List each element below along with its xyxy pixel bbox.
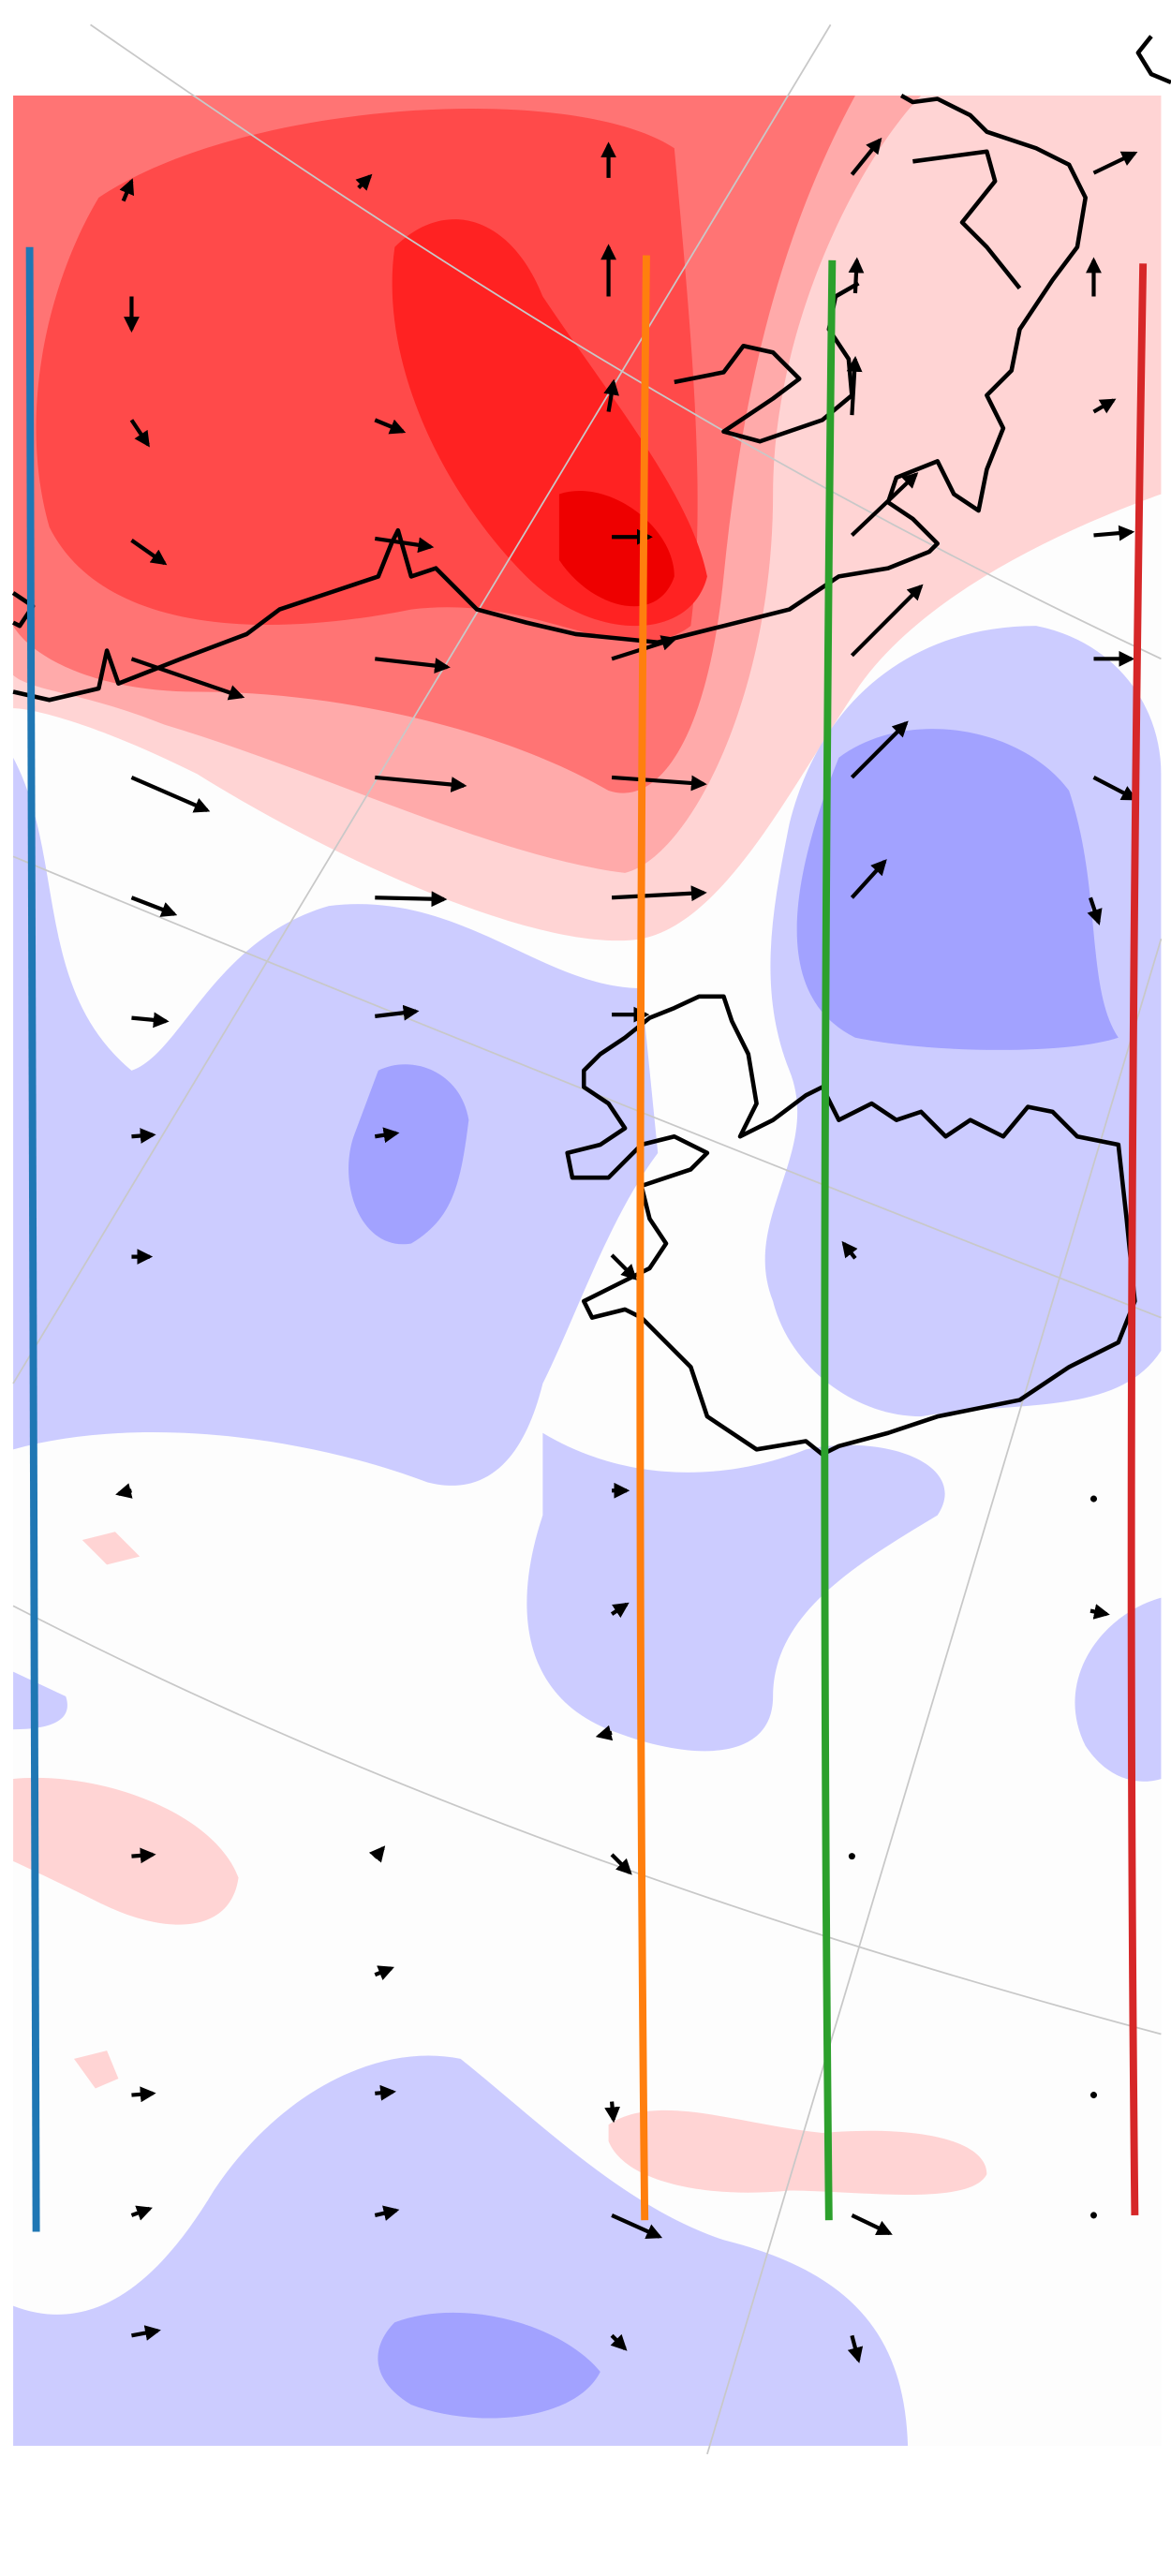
wind-arrow <box>841 1240 858 1260</box>
wind-arrow <box>850 859 887 899</box>
anomaly-negative-1 <box>13 757 659 1486</box>
transect-line <box>1127 263 1148 2215</box>
wind-arrow <box>374 2205 400 2221</box>
graticule-line <box>12 855 1162 1319</box>
anomaly-negative-1 <box>13 1671 67 1730</box>
wind-arrow <box>850 137 882 176</box>
wind-arrow <box>1093 525 1135 541</box>
wind-arrow <box>611 885 707 902</box>
transect-line <box>821 259 837 2221</box>
wind-arrow <box>610 1853 632 1875</box>
wind-arrow <box>1089 1604 1110 1620</box>
coastline <box>1135 35 1171 85</box>
wind-arrow <box>374 1127 400 1144</box>
coastline <box>565 994 1137 1457</box>
wind-arrow <box>375 2084 396 2101</box>
wind-arrow <box>850 472 919 537</box>
wind-arrow <box>130 896 178 917</box>
wind-arrow <box>375 1004 420 1021</box>
wind-arrow <box>595 1725 614 1741</box>
wind-arrow <box>115 1483 133 1499</box>
anomaly-negative-1 <box>13 2055 909 2447</box>
coastline <box>12 93 1088 703</box>
wind-arrow <box>375 891 448 908</box>
wind-arrow <box>375 775 467 792</box>
wind-arrow <box>850 584 924 658</box>
wind-arrow <box>130 657 245 701</box>
wind-arrow <box>847 2334 864 2363</box>
graticule <box>12 23 1163 2455</box>
calm-point <box>1089 2092 1097 2099</box>
wind-arrow <box>846 355 863 416</box>
coastline <box>912 149 1022 290</box>
wind-arrow <box>610 2333 628 2351</box>
wind-arrow <box>1092 776 1138 801</box>
wind-arrow <box>1092 398 1117 414</box>
wind-arrow <box>131 1012 170 1029</box>
wind-arrow <box>368 1845 386 1863</box>
calm-point <box>1089 2212 1097 2219</box>
wind-arrow <box>355 173 373 191</box>
transect-line <box>636 255 650 2221</box>
wind-arrow <box>374 1965 394 1981</box>
calm-point <box>848 1853 855 1860</box>
anomaly-positive-1 <box>13 1777 239 1925</box>
anomaly-negative-1 <box>1075 1597 1162 1782</box>
wind-arrow <box>119 178 135 202</box>
wind-arrow <box>603 378 619 412</box>
wind-arrow <box>610 1253 638 1281</box>
wind-arrow <box>848 257 865 294</box>
graticule-line <box>706 938 1163 2455</box>
wind-arrow <box>131 2325 161 2341</box>
anomaly-negative-2 <box>378 2312 600 2419</box>
wind-arrow <box>131 1128 156 1144</box>
wind-arrow <box>130 538 168 566</box>
anomaly-negative-2 <box>796 729 1119 1050</box>
calm-point <box>1089 1495 1097 1503</box>
wind-arrow <box>130 775 211 813</box>
wind-arrow <box>851 2213 893 2236</box>
wind-arrow <box>850 720 909 779</box>
anomaly-positive-1 <box>82 1532 141 1565</box>
wind-arrow <box>375 657 451 674</box>
wind-arrow <box>130 2205 153 2221</box>
field <box>13 95 1162 2447</box>
wind-arrow <box>610 1602 630 1619</box>
wind-arrow <box>129 419 150 448</box>
transects <box>25 246 1148 2232</box>
anomaly-positive-1 <box>74 2050 119 2089</box>
coastline <box>11 591 36 629</box>
wind-arrow <box>374 536 435 554</box>
anomaly-negative-1 <box>526 1432 945 1752</box>
graticule-line <box>90 23 1162 660</box>
wind-arrow <box>374 418 407 435</box>
graticule-line <box>12 1605 1162 2036</box>
wind-arrow <box>611 775 707 792</box>
wind-arrow <box>1087 896 1103 925</box>
wind-arrow <box>131 1847 156 1864</box>
anomaly-negative-2 <box>348 1064 469 1245</box>
wind-arrows <box>115 137 1138 2363</box>
transect-line <box>25 246 40 2232</box>
wind-arrow <box>611 2213 663 2239</box>
wind-arrow <box>131 2086 156 2103</box>
wind-arrow <box>604 2101 621 2124</box>
graticule-line <box>12 23 832 1384</box>
wind-arrow <box>1092 151 1138 175</box>
